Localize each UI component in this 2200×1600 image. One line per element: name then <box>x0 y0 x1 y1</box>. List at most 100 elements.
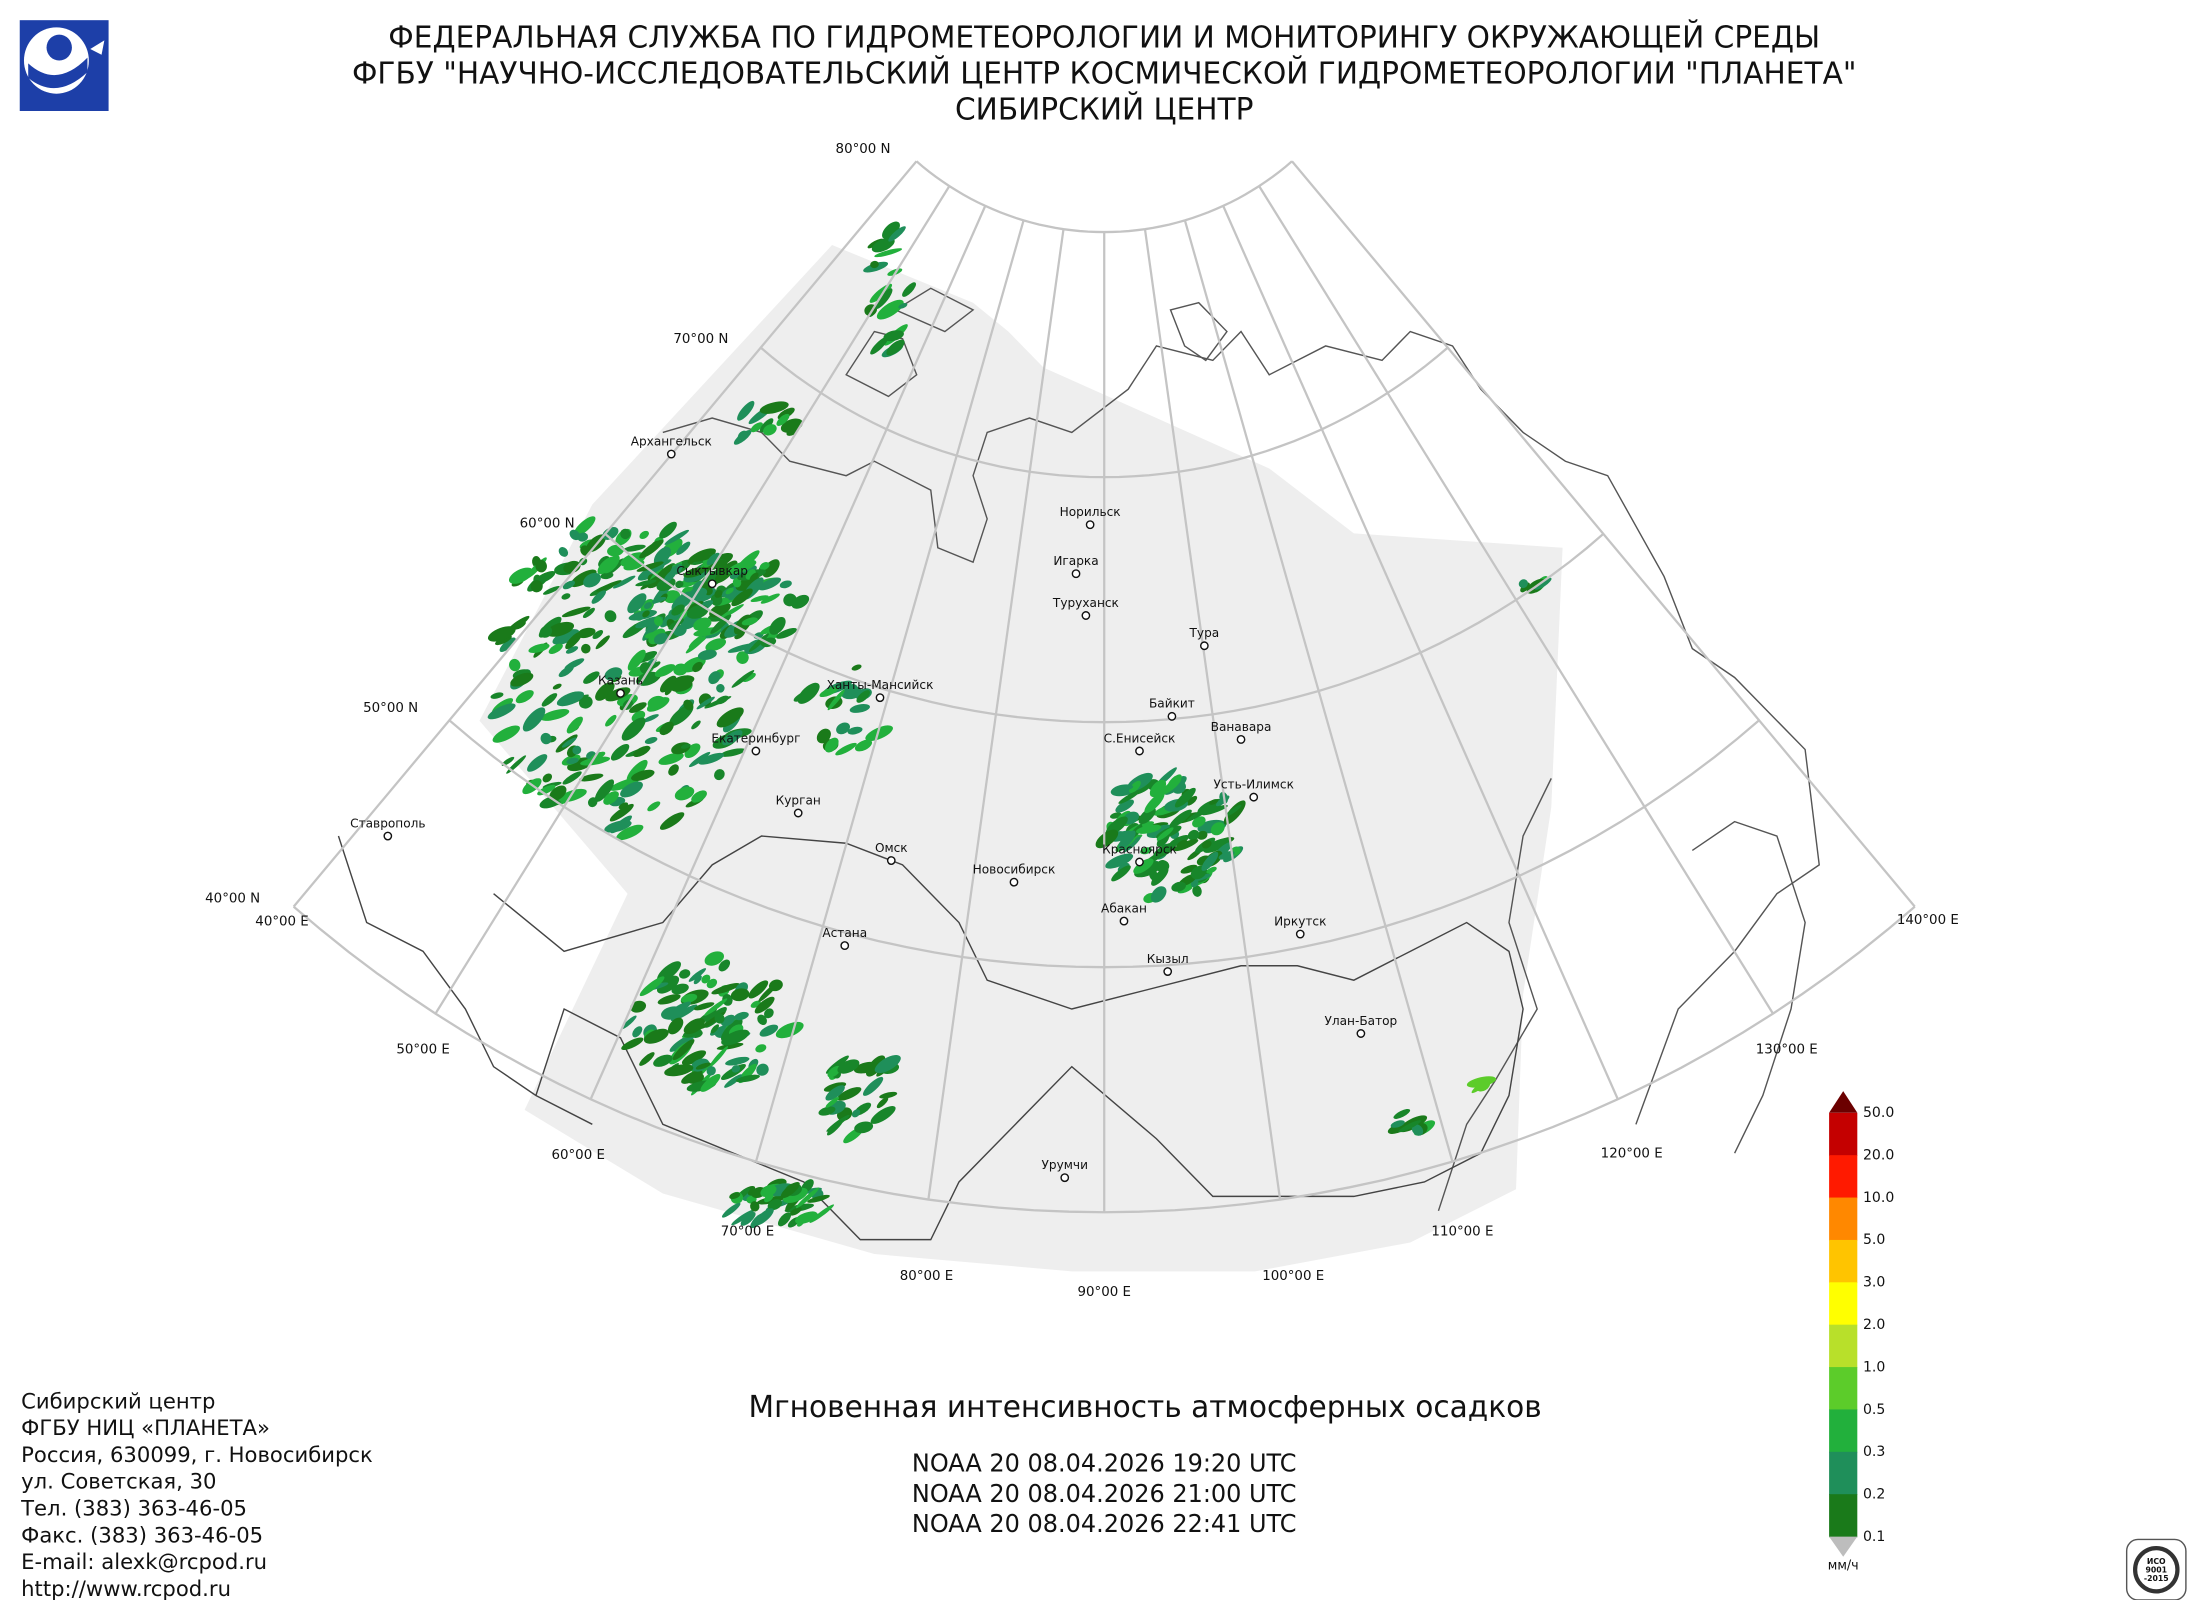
city-marker <box>1249 792 1259 802</box>
precip-patch <box>649 661 661 670</box>
legend-swatch <box>1829 1409 1858 1453</box>
legend-swatch <box>1829 1324 1858 1368</box>
precip-patch <box>731 670 755 688</box>
precip-patch <box>535 559 547 573</box>
precip-patch <box>758 577 782 591</box>
precip-patch <box>595 635 610 650</box>
island <box>845 330 918 398</box>
legend-swatch <box>1829 1367 1858 1411</box>
precip-patch <box>539 625 553 638</box>
precip-patch <box>762 559 780 578</box>
longitude-label: 90°00 E <box>1077 1284 1130 1300</box>
precip-patch <box>741 617 758 626</box>
precip-patch <box>1118 830 1136 850</box>
precip-patch <box>595 682 615 701</box>
precip-patch <box>854 1121 874 1134</box>
city-marker <box>751 746 761 756</box>
precip-patch <box>604 610 617 623</box>
precip-patch <box>621 717 646 741</box>
precip-patch <box>1218 851 1235 860</box>
precip-patch <box>671 983 689 995</box>
precip-patch <box>769 616 786 635</box>
precip-patch <box>1210 822 1225 836</box>
legend-label: 1.0 <box>1863 1359 1885 1375</box>
city-label: Ханты-Мансийск <box>827 678 934 692</box>
precip-patch <box>777 1212 792 1227</box>
precip-patch <box>716 683 725 693</box>
precip-patch <box>1476 1080 1491 1092</box>
precip-patch <box>685 635 706 654</box>
precip-patch <box>742 672 756 683</box>
precip-patch <box>1105 853 1134 869</box>
precip-patch <box>541 693 558 707</box>
precip-patch <box>748 633 769 653</box>
longitude-label: 130°00 E <box>1756 1042 1818 1058</box>
precip-patch <box>827 689 845 711</box>
precip-patch <box>684 743 701 758</box>
meridian <box>1143 228 1282 1200</box>
precip-patch <box>755 1044 767 1053</box>
precip-patch <box>561 593 571 600</box>
product-title: Мгновенная интенсивность атмосферных оса… <box>749 1390 1542 1425</box>
parallel <box>915 160 1293 234</box>
city-label: Казань <box>598 674 643 688</box>
precip-patch <box>635 579 657 587</box>
precip-patch <box>763 424 777 436</box>
precip-patch <box>837 1087 862 1101</box>
legend-label: 0.5 <box>1863 1402 1885 1418</box>
precip-patch <box>1136 824 1162 834</box>
precip-patch <box>612 575 636 589</box>
city-label: Сыктывкар <box>676 564 748 578</box>
precip-patch <box>862 1076 884 1096</box>
pass-time: NOAA 20 08.04.2026 21:00 UTC <box>912 1479 1297 1508</box>
latitude-label: 40°00 N <box>205 890 260 906</box>
precip-patch <box>722 730 743 746</box>
precip-patch <box>865 725 893 742</box>
precip-patch <box>556 691 585 707</box>
precip-patch <box>776 627 797 639</box>
city-label: Ставрополь <box>350 816 425 830</box>
precip-patch <box>654 616 663 626</box>
city-marker <box>793 808 803 818</box>
precip-patch <box>577 532 589 542</box>
precip-patch <box>1206 866 1217 874</box>
precip-patch <box>696 696 715 710</box>
precip-patch <box>664 529 690 545</box>
precip-patch <box>1215 795 1230 807</box>
precip-patch <box>856 690 870 703</box>
precip-patch <box>1203 838 1231 853</box>
precip-patch <box>1151 867 1169 886</box>
city-label: Тура <box>1189 626 1220 640</box>
precip-patch <box>602 527 619 540</box>
precip-patch <box>1518 579 1528 589</box>
precip-patch <box>704 998 728 1016</box>
precip-patch <box>750 1201 760 1212</box>
precip-patch <box>825 1097 840 1108</box>
precip-patch <box>1192 885 1202 897</box>
precip-patch <box>643 602 653 609</box>
city-label: Ванавара <box>1211 720 1272 734</box>
longitude-label: 40°00 E <box>255 913 308 929</box>
precip-patch <box>706 978 718 989</box>
city-label: Омск <box>875 841 908 855</box>
precip-patch <box>487 703 516 720</box>
precip-patch <box>700 1074 721 1092</box>
legend-label: 0.3 <box>1863 1444 1885 1460</box>
precip-patch <box>779 580 792 589</box>
precip-patch <box>620 528 631 540</box>
precip-patch <box>1150 886 1167 903</box>
certificate-line: 9001 <box>2146 1566 2168 1575</box>
precip-patch <box>1116 784 1134 792</box>
precip-patch <box>565 631 583 650</box>
precip-patch <box>549 785 567 801</box>
precip-patch <box>642 610 650 618</box>
precip-patch <box>657 994 681 1005</box>
precip-patch <box>594 779 615 802</box>
precip-patch <box>760 593 780 604</box>
precip-patch <box>636 561 664 572</box>
precip-patch <box>698 752 725 765</box>
precip-patch <box>1111 865 1131 882</box>
precip-patch <box>1169 835 1190 847</box>
precip-patch <box>691 554 716 562</box>
